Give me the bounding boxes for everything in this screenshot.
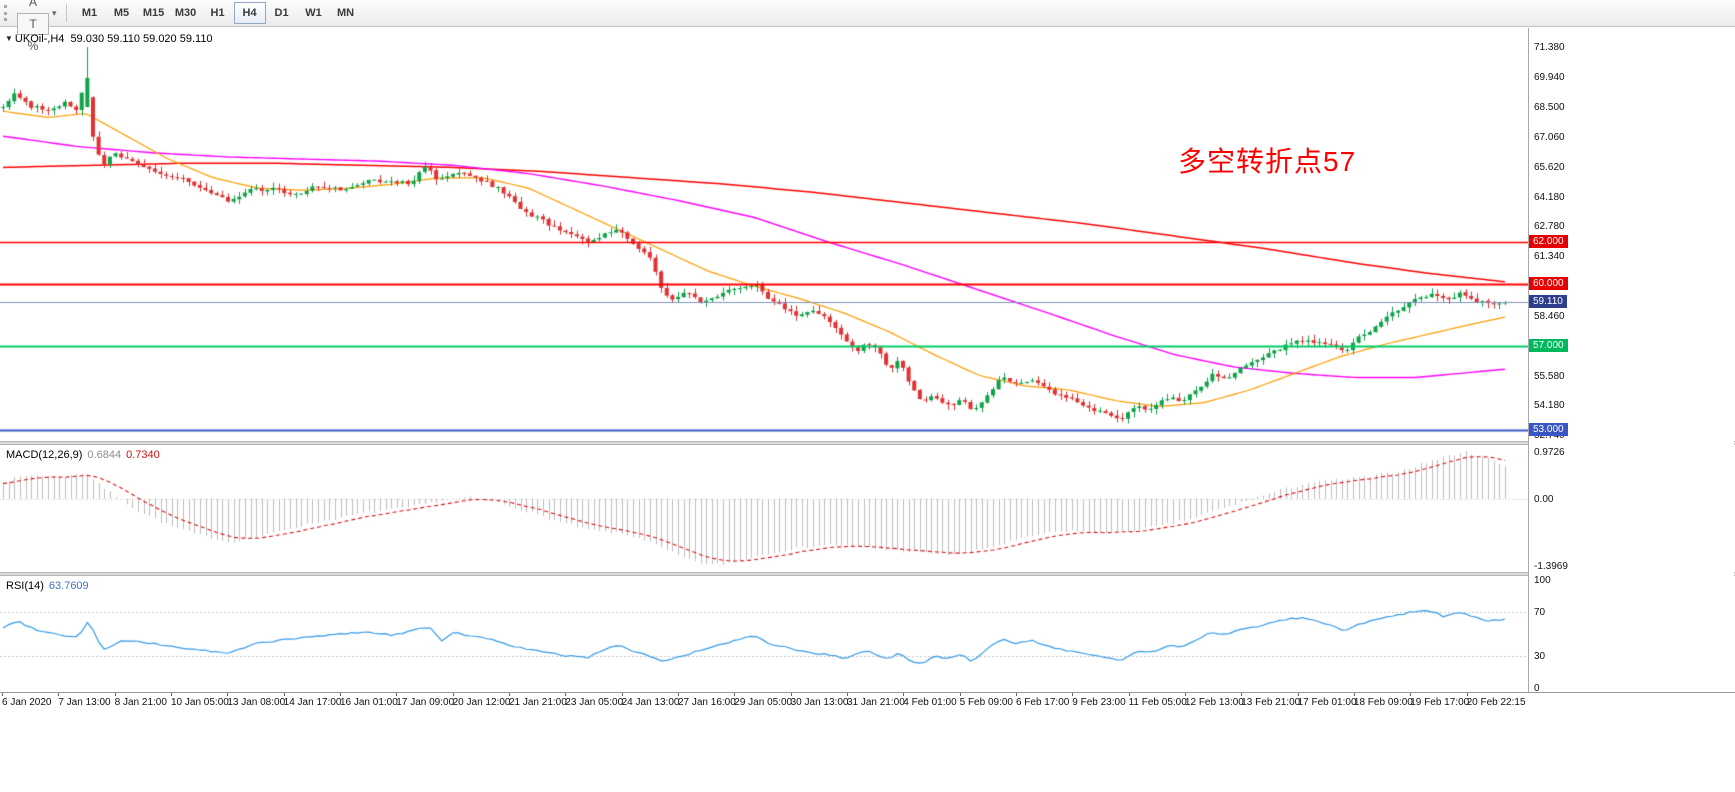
time-label: 13 Jan 08:00: [227, 697, 286, 708]
time-tick: [2, 693, 3, 696]
time-tick: [1184, 693, 1186, 696]
time-label: 29 Jan 05:00: [734, 697, 793, 708]
time-label: 6 Jan 2020: [2, 697, 52, 708]
tool-dropdown-caret-icon[interactable]: ▾: [52, 7, 57, 18]
rsi-panel-canvas[interactable]: [0, 576, 1528, 692]
time-label: 12 Feb 13:00: [1184, 697, 1244, 708]
timeframe-button-m30[interactable]: M30: [174, 7, 197, 19]
time-tick: [1015, 693, 1017, 696]
time-label: 20 Jan 12:00: [452, 697, 511, 708]
time-tick: [339, 693, 341, 696]
timeframe-button-mn[interactable]: MN: [336, 7, 355, 19]
timeframe-button-m1[interactable]: M1: [81, 7, 98, 19]
time-tick: [508, 693, 510, 696]
time-tick: [1241, 693, 1243, 696]
timeframe-button-m15[interactable]: M15: [142, 7, 165, 19]
timeframe-button-w1[interactable]: W1: [305, 7, 322, 19]
time-tick: [621, 693, 623, 696]
panel-divider-rsi[interactable]: [0, 572, 1735, 576]
cursor-a-icon: A: [28, 0, 37, 9]
time-label: 21 Jan 21:00: [508, 697, 567, 708]
timeframe-button-m5[interactable]: M5: [113, 7, 130, 19]
toolbar-separator: [65, 4, 67, 22]
time-label: 19 Feb 17:00: [1410, 697, 1470, 708]
time-tick: [734, 693, 736, 696]
rsi-indicator-label: RSI(14) 63.7609: [6, 580, 94, 592]
time-tick: [170, 693, 172, 696]
time-tick: [1353, 693, 1355, 696]
time-label: 30 Jan 13:00: [790, 697, 849, 708]
time-tick: [1128, 693, 1130, 696]
time-tick: [452, 693, 454, 696]
time-tick: [1297, 693, 1299, 696]
time-label: 14 Jan 17:00: [283, 697, 342, 708]
cursor-a-button[interactable]: A: [17, 0, 49, 13]
time-label: 27 Jan 16:00: [677, 697, 736, 708]
time-tick: [114, 693, 116, 696]
time-tick: [1072, 693, 1074, 696]
time-label: 7 Jan 13:00: [58, 697, 111, 708]
time-label: 11 Feb 05:00: [1128, 697, 1187, 708]
time-label: 23 Jan 05:00: [565, 697, 624, 708]
ohlc-values: 59.030 59.110 59.020 59.110: [70, 33, 213, 45]
macd-value: 0.6844: [87, 449, 122, 461]
timeframe-group: M1 M5 M15 M30 H1 H4 D1 W1 MN: [74, 2, 362, 24]
time-tick: [1466, 693, 1468, 696]
time-label: 6 Feb 17:00: [1015, 697, 1070, 708]
symbol-title: UKOil-,H4: [14, 33, 65, 45]
time-label: 13 Feb 21:00: [1241, 697, 1301, 708]
time-tick: [283, 693, 285, 696]
time-label: 4 Feb 01:00: [903, 697, 957, 708]
toolbar-grip[interactable]: [4, 5, 11, 21]
chart-collapse-arrow-icon[interactable]: ▼: [5, 34, 13, 43]
time-label: 5 Feb 09:00: [959, 697, 1013, 708]
time-tick: [396, 693, 398, 696]
time-label: 8 Jan 21:00: [114, 697, 167, 708]
time-label: 18 Feb 09:00: [1353, 697, 1413, 708]
time-label: 20 Feb 22:15: [1466, 697, 1526, 708]
rsi-name: RSI(14): [6, 580, 44, 592]
timeframe-button-h1[interactable]: H1: [210, 7, 225, 19]
time-label: 17 Feb 01:00: [1297, 697, 1357, 708]
macd-panel-canvas[interactable]: [0, 445, 1528, 572]
time-tick: [903, 693, 905, 696]
time-tick: [790, 693, 792, 696]
price-scale[interactable]: [1528, 28, 1734, 692]
time-tick: [58, 693, 60, 696]
time-tick: [846, 693, 848, 696]
time-tick: [677, 693, 679, 696]
panel-divider-macd[interactable]: [0, 441, 1735, 445]
time-label: 10 Jan 05:00: [170, 697, 229, 708]
symbol-ohlc-label: ▼ UKOil-,H4 59.030 59.110 59.020 59.110: [5, 33, 213, 45]
timeframe-button-h4[interactable]: H4: [233, 2, 266, 24]
timeframe-button-d1[interactable]: D1: [274, 7, 289, 19]
time-tick: [959, 693, 961, 696]
rsi-value: 63.7609: [48, 580, 89, 592]
chart-annotation-text[interactable]: 多空转折点57: [1178, 146, 1357, 177]
time-axis[interactable]: 6 Jan 2020 7 Jan 13:00 8 Jan 21:00 10 Jan 0…: [0, 692, 1735, 715]
time-tick: [1410, 693, 1412, 696]
time-label: 24 Jan 13:00: [621, 697, 680, 708]
price-chart-canvas[interactable]: [0, 28, 1528, 441]
macd-indicator-label: MACD(12,26,9) 0.6844 0.7340: [6, 449, 165, 461]
time-label: 17 Jan 09:00: [396, 697, 455, 708]
macd-name: MACD(12,26,9): [6, 449, 83, 461]
time-label: 31 Jan 21:00: [846, 697, 905, 708]
text-tool-icon: T: [29, 17, 37, 31]
time-tick: [227, 693, 229, 696]
time-label: 9 Feb 23:00: [1072, 697, 1126, 708]
time-tick: [565, 693, 567, 696]
time-label: 16 Jan 01:00: [339, 697, 398, 708]
macd-signal-value: 0.7340: [126, 449, 160, 461]
